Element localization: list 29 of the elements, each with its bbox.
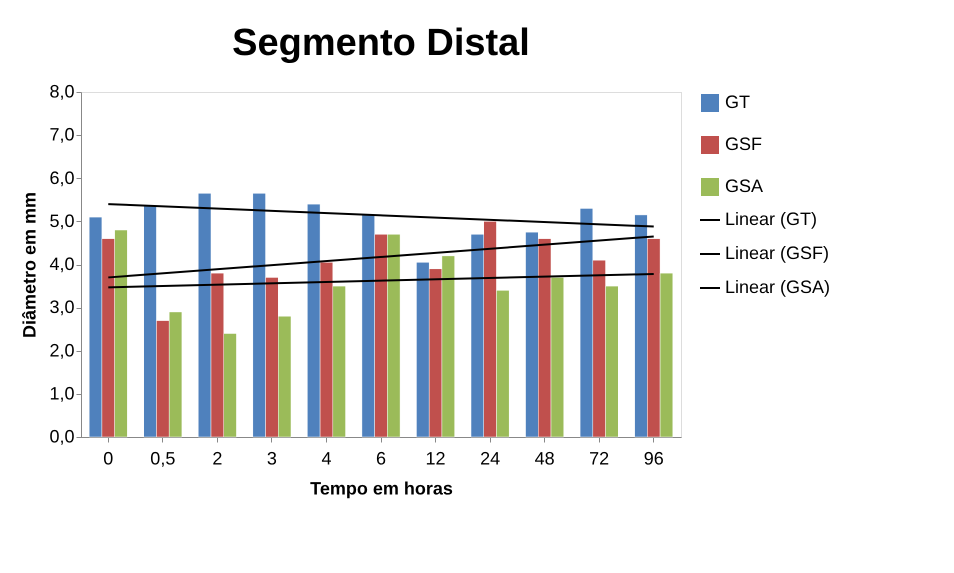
legend-label: Linear (GSA) (725, 277, 830, 297)
y-tick-label: 2,0 (49, 340, 74, 360)
x-tick-label: 3 (266, 448, 277, 468)
y-tick-label: 6,0 (49, 168, 74, 188)
y-tick-label: 3,0 (49, 297, 74, 318)
x-tick-label: 96 (644, 448, 664, 468)
x-tick-label: 2 (212, 448, 222, 468)
legend-label: Linear (GSF) (725, 243, 830, 263)
legend-label: GSF (725, 134, 762, 154)
y-tick-label: 0,0 (49, 426, 74, 446)
y-tick-label: 1,0 (49, 383, 74, 404)
x-tick-label: 72 (589, 448, 610, 468)
chart-title: Segmento Distal (232, 22, 530, 64)
y-tick-label: 8,0 (49, 82, 74, 102)
legend-label: GSA (725, 176, 764, 196)
y-tick-label: 4,0 (49, 254, 74, 274)
y-tick-label: 5,0 (49, 210, 74, 231)
legend-label: GT (725, 92, 750, 112)
x-tick-label: 12 (426, 448, 446, 468)
x-tick-label: 24 (480, 448, 500, 468)
y-axis-title: Diâmetro em mm (19, 192, 40, 338)
x-tick-label: 6 (376, 448, 386, 468)
x-tick-label: 48 (534, 448, 555, 468)
x-tick-label: 4 (321, 448, 332, 468)
x-axis-title: Tempo em horas (310, 478, 453, 498)
y-tick-label: 7,0 (49, 124, 74, 145)
x-tick-label: 0 (103, 448, 114, 468)
x-tick-label: 0,5 (150, 448, 176, 468)
legend-label: Linear (GT) (725, 209, 818, 229)
